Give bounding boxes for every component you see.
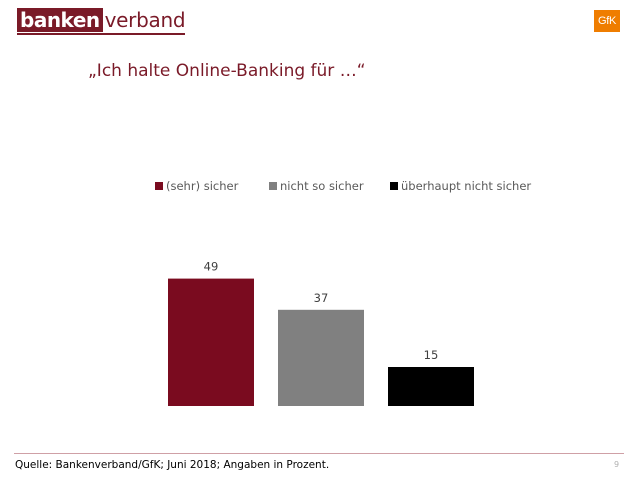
legend-item-ueberhaupt-nicht-sicher: überhaupt nicht sicher bbox=[390, 179, 531, 193]
page-number: 9 bbox=[614, 460, 620, 469]
source-note: Quelle: Bankenverband/GfK; Juni 2018; An… bbox=[15, 459, 330, 471]
bars-group: 49 37 15 bbox=[168, 260, 474, 406]
bar-ueberhaupt-nicht-sicher bbox=[388, 367, 474, 406]
data-label-ueberhaupt-nicht-sicher: 15 bbox=[424, 348, 439, 362]
bankenverband-logo: banken verband bbox=[17, 8, 186, 35]
logo-box-text: banken bbox=[17, 8, 103, 32]
chart-legend: (sehr) sicher nicht so sicher überhaupt … bbox=[0, 179, 638, 195]
logo-rest-text: verband bbox=[104, 8, 186, 32]
gfk-logo: GfK bbox=[594, 10, 620, 32]
data-label-sehr-sicher: 49 bbox=[204, 260, 219, 274]
legend-label-ueberhaupt-nicht-sicher: überhaupt nicht sicher bbox=[401, 179, 532, 193]
chart-title: „Ich halte Online-Banking für …“ bbox=[88, 61, 366, 81]
logo-underline bbox=[17, 33, 186, 35]
legend-label-nicht-so-sicher: nicht so sicher bbox=[280, 179, 364, 193]
legend-swatch-sehr-sicher bbox=[155, 182, 163, 190]
bar-nicht-so-sicher bbox=[278, 309, 364, 406]
legend-label-sehr-sicher: (sehr) sicher bbox=[166, 179, 239, 193]
bar-sehr-sicher bbox=[168, 278, 254, 406]
legend-swatch-ueberhaupt-nicht-sicher bbox=[390, 182, 398, 190]
footer-divider bbox=[14, 453, 624, 454]
legend-item-sehr-sicher: (sehr) sicher bbox=[155, 179, 238, 193]
legend-item-nicht-so-sicher: nicht so sicher bbox=[269, 179, 364, 193]
data-label-nicht-so-sicher: 37 bbox=[314, 291, 329, 305]
legend-swatch-nicht-so-sicher bbox=[269, 182, 277, 190]
